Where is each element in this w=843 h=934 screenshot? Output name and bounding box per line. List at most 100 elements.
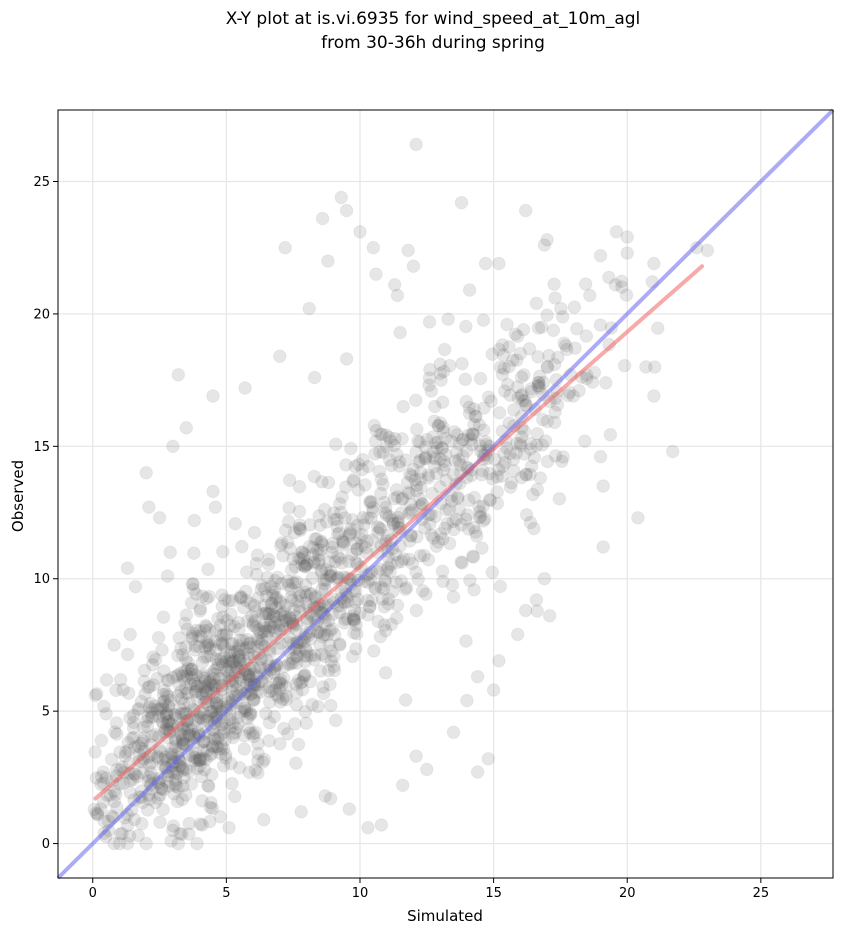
scatter-point — [540, 414, 555, 429]
scatter-point — [513, 436, 527, 451]
scatter-point — [171, 836, 186, 851]
scatter-point — [527, 521, 541, 536]
scatter-point — [464, 432, 478, 447]
scatter-point — [456, 449, 470, 464]
scatter-point — [438, 447, 453, 462]
scatter-point — [454, 517, 469, 532]
scatter-point — [651, 321, 665, 336]
scatter-point — [283, 610, 297, 625]
scatter-point — [184, 677, 198, 692]
scatter-point — [264, 613, 278, 628]
scatter-point — [394, 574, 409, 588]
scatter-point — [338, 612, 352, 627]
scatter-point — [395, 778, 410, 793]
scatter-point — [159, 708, 174, 723]
scatter-point — [297, 558, 312, 573]
scatter-point — [208, 667, 223, 682]
scatter-point — [185, 662, 199, 677]
scatter-point — [224, 654, 239, 669]
scatter-point — [514, 470, 529, 485]
scatter-point — [259, 606, 273, 621]
scatter-point — [154, 781, 169, 795]
scatter-point — [395, 432, 409, 446]
scatter-point — [171, 368, 186, 382]
scatter-point — [297, 547, 312, 561]
scatter-point — [394, 554, 409, 569]
scatter-point — [537, 238, 552, 252]
scatter-point — [156, 802, 170, 817]
scatter-point — [179, 652, 193, 667]
scatter-point — [251, 746, 265, 761]
scatter-point — [157, 683, 171, 698]
scatter-point — [318, 618, 332, 632]
scatter-point — [402, 552, 416, 567]
scatter-point — [201, 637, 215, 652]
scatter-point — [313, 637, 328, 652]
scatter-point — [339, 203, 354, 218]
scatter-point — [266, 608, 281, 622]
scatter-point — [211, 657, 226, 672]
scatter-point — [113, 672, 128, 687]
scatter-point — [315, 565, 329, 580]
scatter-point — [204, 796, 218, 810]
scatter-point — [529, 296, 544, 311]
scatter-point — [317, 502, 332, 517]
scatter-point — [446, 467, 461, 482]
scatter-point — [510, 627, 525, 642]
scatter-point — [262, 734, 276, 748]
scatter-point — [405, 503, 420, 517]
scatter-point — [295, 557, 309, 572]
scatter-point — [438, 431, 453, 446]
scatter-point — [467, 428, 481, 442]
scatter-point — [391, 510, 405, 525]
scatter-point — [231, 650, 246, 664]
scatter-point — [232, 652, 247, 667]
scatter-point — [186, 582, 201, 597]
scatter-point — [231, 710, 245, 725]
scatter-point — [186, 727, 201, 742]
scatter-point — [328, 713, 343, 728]
scatter-point — [168, 739, 183, 754]
scatter-point — [130, 769, 144, 784]
scatter-point — [217, 650, 231, 665]
scatter-point — [305, 571, 320, 585]
scatter-point — [469, 529, 484, 543]
scatter-point — [502, 359, 516, 374]
scatter-point — [179, 762, 194, 776]
scatter-point — [303, 632, 318, 646]
scatter-point — [300, 557, 314, 571]
scatter-point — [121, 686, 136, 701]
scatter-point — [281, 578, 296, 593]
scatter-point — [264, 579, 278, 594]
scatter-point — [603, 428, 618, 442]
scatter-point — [272, 594, 287, 608]
scatter-point — [315, 629, 330, 644]
scatter-point — [268, 591, 283, 606]
scatter-point — [368, 447, 382, 461]
scatter-point — [260, 570, 275, 585]
scatter-point — [179, 421, 194, 435]
scatter-point — [249, 556, 264, 571]
scatter-point — [249, 685, 264, 700]
scatter-point — [366, 504, 381, 519]
scatter-point — [327, 627, 342, 642]
scatter-point — [214, 654, 229, 669]
scatter-point — [216, 628, 231, 642]
scatter-point — [290, 575, 304, 589]
scatter-point — [413, 465, 428, 480]
scatter-point — [299, 716, 314, 731]
scatter-point — [510, 353, 524, 368]
scatter-point — [313, 664, 328, 678]
scatter-point — [144, 765, 158, 780]
scatter-point — [347, 472, 361, 487]
scatter-point — [461, 522, 476, 536]
scatter-point — [459, 634, 473, 648]
scatter-point — [223, 618, 237, 633]
scatter-point — [206, 740, 220, 755]
scatter-point — [413, 549, 428, 563]
scatter-point — [291, 551, 306, 565]
scatter-point — [145, 709, 160, 724]
scatter-point — [507, 403, 521, 417]
scatter-point — [353, 531, 367, 545]
scatter-point — [168, 732, 183, 747]
